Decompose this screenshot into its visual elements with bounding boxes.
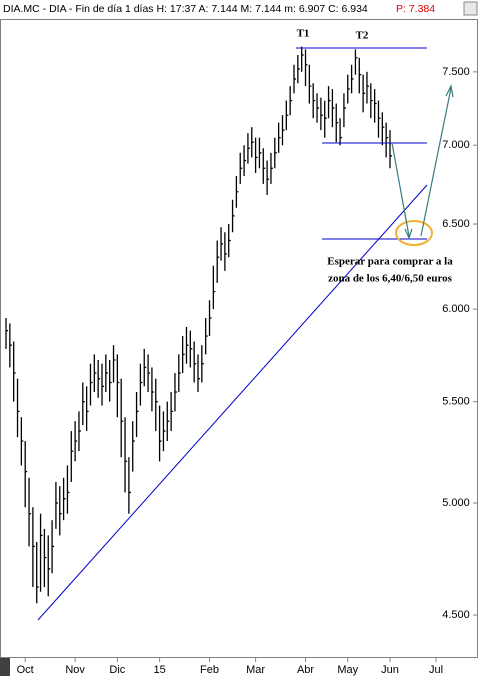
y-tick-label: 6.500 <box>442 218 470 230</box>
x-tick-label: Jun <box>381 664 399 676</box>
arrow-up <box>420 87 452 237</box>
header: DIA.MC - DIA - Fin de día 1 días H: 17:3… <box>3 3 368 15</box>
target-circle <box>395 220 433 246</box>
y-tick-label: 7.500 <box>442 66 470 78</box>
y-tick-label: 7.000 <box>442 139 470 151</box>
plot-frame <box>0 19 478 658</box>
trend-line <box>37 184 428 621</box>
x-tick-label: Oct <box>17 664 34 676</box>
x-tick-label: 15 <box>153 664 165 676</box>
x-tick-label: Abr <box>297 664 314 676</box>
annotation: zona de los 6,40/6,50 euros <box>328 273 453 285</box>
drawings <box>37 47 454 621</box>
x-tick-label: Feb <box>200 664 219 676</box>
arrow-head <box>445 84 454 98</box>
y-tick-label: 5.500 <box>442 396 470 408</box>
x-tick-label: May <box>337 664 358 676</box>
arrow-head <box>404 228 413 240</box>
y-tick-label: 4.500 <box>442 609 470 621</box>
annotation: T2 <box>356 30 369 42</box>
annotation: Esperar para comprar a la <box>327 256 453 268</box>
annotation: T1 <box>297 28 310 40</box>
x-tick-label: Dic <box>109 664 125 676</box>
y-tick-label: 5.000 <box>442 497 470 509</box>
x-tick-label: Mar <box>246 664 265 676</box>
bars <box>5 46 392 604</box>
x-tick-label: Nov <box>65 664 85 676</box>
arrow-down <box>391 142 410 237</box>
corner-icon <box>0 658 10 676</box>
header-price: P: 7.384 <box>396 3 435 15</box>
x-tick-label: Jul <box>429 664 443 676</box>
header-button[interactable] <box>463 1 478 16</box>
y-tick-label: 6.000 <box>442 303 470 315</box>
